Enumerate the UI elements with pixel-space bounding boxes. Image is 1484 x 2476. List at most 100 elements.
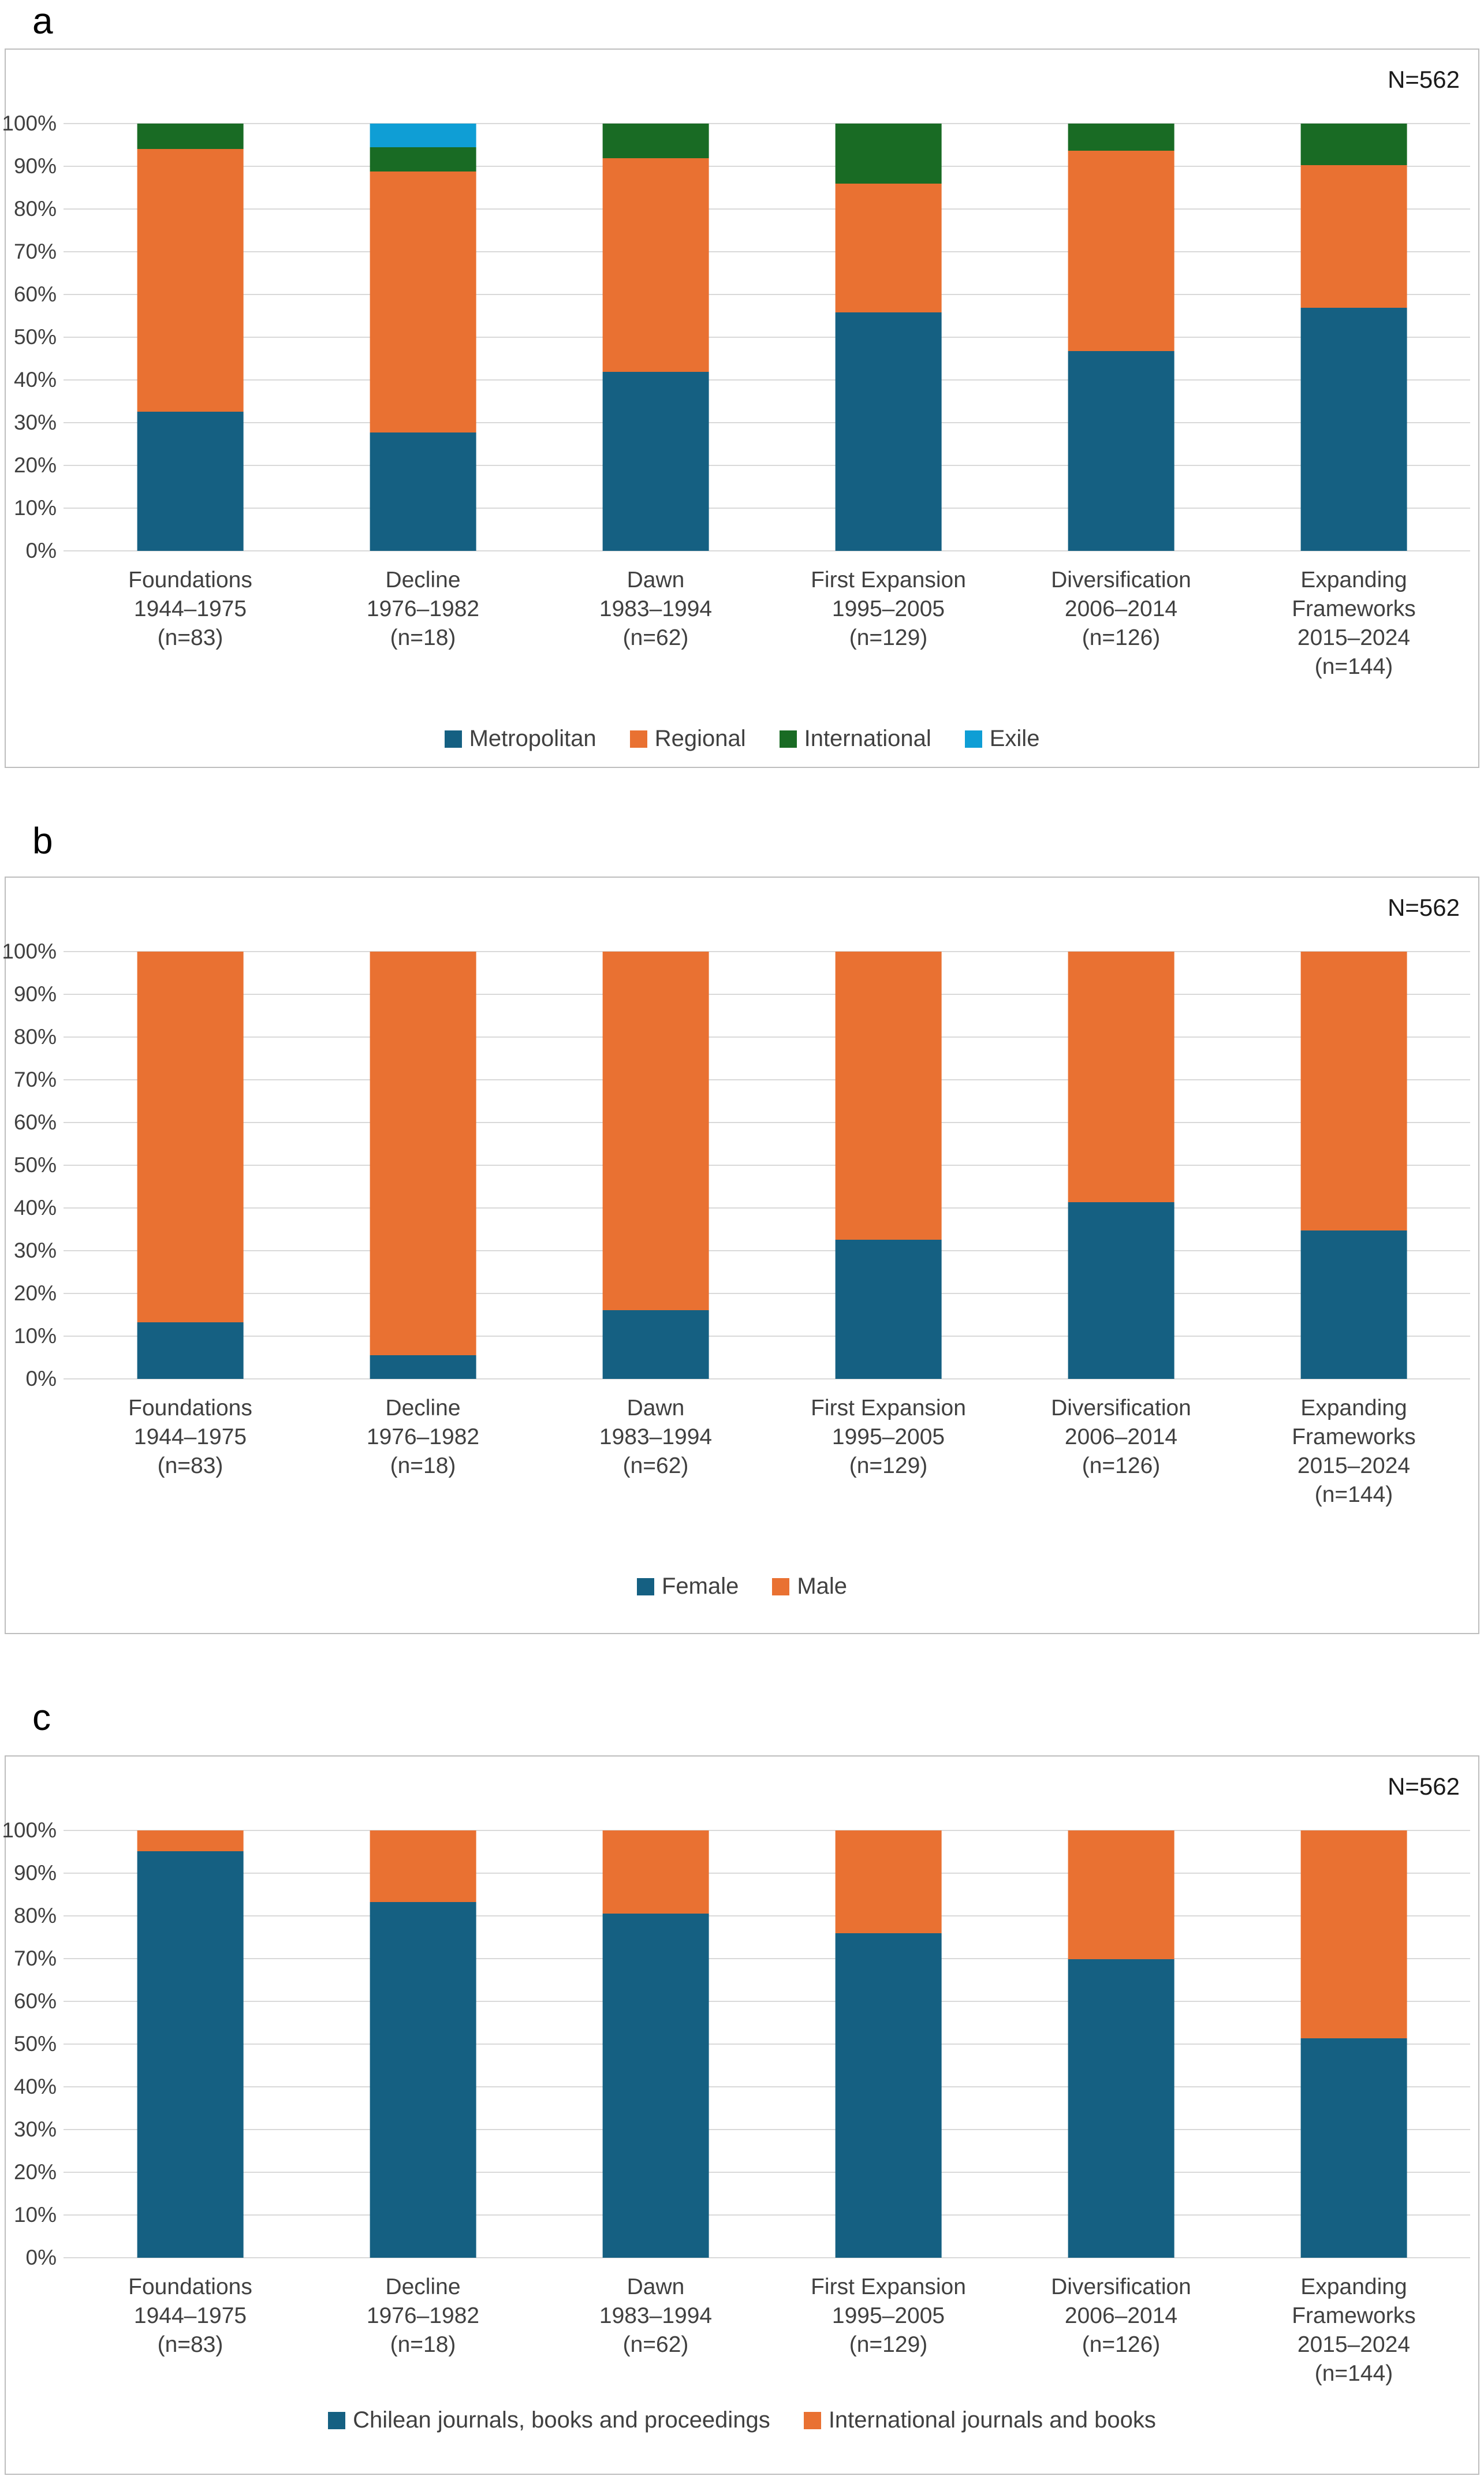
x-axis-label-line: Dawn bbox=[627, 2274, 685, 2299]
x-axis-label-line: 1983–1994 bbox=[599, 2303, 713, 2328]
bar-segment-female bbox=[137, 1322, 244, 1379]
legend-item-chilean-journals-books-and-proceedings: Chilean journals, books and proceedings bbox=[328, 2407, 770, 2433]
y-axis-tick-label: 70% bbox=[13, 240, 57, 263]
x-axis-label-line: Dawn bbox=[627, 568, 685, 592]
x-axis-category-label: Foundations 1944–1975 (n=83) bbox=[128, 2273, 252, 2359]
gridline bbox=[64, 465, 1470, 466]
panel-letter-b: b bbox=[32, 820, 53, 862]
x-axis-label-line: (n=129) bbox=[849, 2332, 928, 2357]
x-axis-label-line: Foundations bbox=[128, 1396, 252, 1420]
y-axis-tick-label: 50% bbox=[13, 1153, 57, 1177]
x-axis-label-line: 1944–1975 bbox=[133, 596, 247, 621]
x-axis-category-label: First Expansion 1995–2005 (n=129) bbox=[811, 566, 966, 652]
y-axis-tick-label: 60% bbox=[13, 282, 57, 306]
y-axis-tick-label: 10% bbox=[13, 1324, 57, 1348]
y-axis-tick-label: 10% bbox=[13, 2203, 57, 2227]
x-axis-label-line: First Expansion bbox=[811, 1396, 966, 1420]
x-axis-label-line: 1976–1982 bbox=[366, 1425, 480, 1449]
gridline bbox=[64, 208, 1470, 210]
x-axis-label-line: (n=129) bbox=[849, 1453, 928, 1478]
legend: Female Male bbox=[6, 1573, 1478, 1599]
bar-segment-international-journals-and-books bbox=[370, 1830, 476, 1902]
legend-swatch-female bbox=[636, 1578, 654, 1595]
bar-segment-metropolitan bbox=[137, 412, 244, 551]
bar-segment-international bbox=[370, 147, 476, 171]
bar-foundations bbox=[137, 124, 244, 551]
panel-letter-a: a bbox=[32, 0, 53, 42]
x-axis-label-line: 1976–1982 bbox=[366, 2303, 480, 2328]
bar-first-expansion bbox=[835, 124, 942, 551]
bar-dawn bbox=[602, 952, 709, 1379]
bar-segment-international-journals-and-books bbox=[1300, 1830, 1407, 2038]
y-axis-tick-label: 40% bbox=[13, 1196, 57, 1220]
bar-dawn bbox=[602, 1830, 709, 2258]
legend: Chilean journals, books and proceedings I… bbox=[6, 2407, 1478, 2433]
bar-foundations bbox=[137, 1830, 244, 2258]
gridline bbox=[64, 1036, 1470, 1038]
x-axis-label-line: 2006–2014 bbox=[1064, 596, 1178, 621]
bar-first-expansion bbox=[835, 952, 942, 1379]
bar-segment-female bbox=[370, 1355, 476, 1379]
bar-segment-international bbox=[137, 124, 244, 150]
gridline bbox=[64, 251, 1470, 252]
y-axis-tick-label: 100% bbox=[2, 111, 57, 135]
panel-letter-c: c bbox=[32, 1696, 51, 1738]
y-axis-tick-label: 60% bbox=[13, 1989, 57, 2013]
x-axis-category-label: Dawn 1983–1994 (n=62) bbox=[599, 566, 712, 652]
legend-item-international-journals-and-books: International journals and books bbox=[803, 2407, 1156, 2433]
gridline bbox=[64, 2044, 1470, 2045]
legend-swatch-chilean-journals-books-and-proceedings bbox=[328, 2411, 346, 2429]
bar-segment-international-journals-and-books bbox=[602, 1830, 709, 1914]
bar-diversification bbox=[1068, 1830, 1174, 2258]
gridline bbox=[64, 2257, 1470, 2258]
bar-segment-chilean-journals-books-and-proceedings bbox=[1068, 1959, 1174, 2258]
gridline bbox=[64, 994, 1470, 995]
bar-segment-male bbox=[1300, 952, 1407, 1231]
gridline bbox=[64, 1079, 1470, 1080]
x-axis-category-label: Expanding Frameworks 2015–2024 (n=144) bbox=[1292, 566, 1416, 681]
x-axis-category-label: Diversification 2006–2014 (n=126) bbox=[1051, 1394, 1191, 1481]
bar-segment-chilean-journals-books-and-proceedings bbox=[1300, 2038, 1407, 2258]
bar-foundations bbox=[137, 952, 244, 1379]
y-axis-tick-label: 40% bbox=[13, 2075, 57, 2098]
x-axis-label-line: (n=144) bbox=[1314, 1482, 1393, 1507]
gridline bbox=[64, 2214, 1470, 2216]
gridline bbox=[64, 550, 1470, 551]
gridline bbox=[64, 166, 1470, 167]
y-axis-tick-label: 80% bbox=[13, 197, 57, 221]
bar-segment-international bbox=[835, 124, 942, 184]
bar-segment-female bbox=[835, 1239, 942, 1379]
x-axis-category-label: Expanding Frameworks 2015–2024 (n=144) bbox=[1292, 1394, 1416, 1509]
x-axis-labels: Foundations 1944–1975 (n=83) Decline 1976–19… bbox=[74, 2273, 1470, 2400]
x-axis-label-line: (n=62) bbox=[622, 625, 689, 650]
gridline bbox=[64, 1915, 1470, 1916]
x-axis-label-line: 2006–2014 bbox=[1064, 2303, 1178, 2328]
plot-area: 0% 10% 20% 30% 40% 50% 60% 70% 80% 90% 100% bbox=[2, 939, 1470, 1390]
x-axis-labels: Foundations 1944–1975 (n=83) Decline 1976–19… bbox=[74, 1394, 1470, 1521]
panel-a-publication-origin-chart: N=562 0% 10% 20% 30% 40% 50% 60% 70% 80% 90% 100% … bbox=[2, 49, 1479, 768]
bar-segment-female bbox=[602, 1310, 709, 1379]
x-axis-label-line: 2006–2014 bbox=[1064, 1425, 1178, 1449]
x-axis-label-line: Diversification bbox=[1051, 568, 1191, 592]
gridline bbox=[64, 1207, 1470, 1209]
x-axis-category-label: First Expansion 1995–2005 (n=129) bbox=[811, 1394, 966, 1481]
x-axis-label-line: 1976–1982 bbox=[366, 596, 480, 621]
bar-expanding bbox=[1300, 952, 1407, 1379]
x-axis-label-line: Frameworks bbox=[1292, 596, 1416, 621]
bar-diversification bbox=[1068, 124, 1174, 551]
bar-segment-regional bbox=[1300, 165, 1407, 308]
bar-segment-female bbox=[1068, 1202, 1174, 1379]
legend-swatch-international-journals-and-books bbox=[803, 2411, 821, 2429]
x-axis-category-label: Decline 1976–1982 (n=18) bbox=[367, 566, 479, 652]
x-axis-label-line: Foundations bbox=[128, 2274, 252, 2299]
bar-dawn bbox=[602, 124, 709, 551]
y-axis-tick-label: 0% bbox=[25, 1367, 57, 1390]
bar-segment-chilean-journals-books-and-proceedings bbox=[602, 1913, 709, 2258]
bar-segment-regional bbox=[370, 171, 476, 432]
x-axis-label-line: (n=144) bbox=[1314, 654, 1393, 679]
legend-item-male: Male bbox=[772, 1573, 847, 1599]
bar-segment-metropolitan bbox=[835, 312, 942, 551]
y-axis-tick-label: 90% bbox=[13, 154, 57, 178]
x-axis-label-line: (n=144) bbox=[1314, 2361, 1393, 2386]
x-axis-label-line: (n=18) bbox=[390, 1453, 456, 1478]
